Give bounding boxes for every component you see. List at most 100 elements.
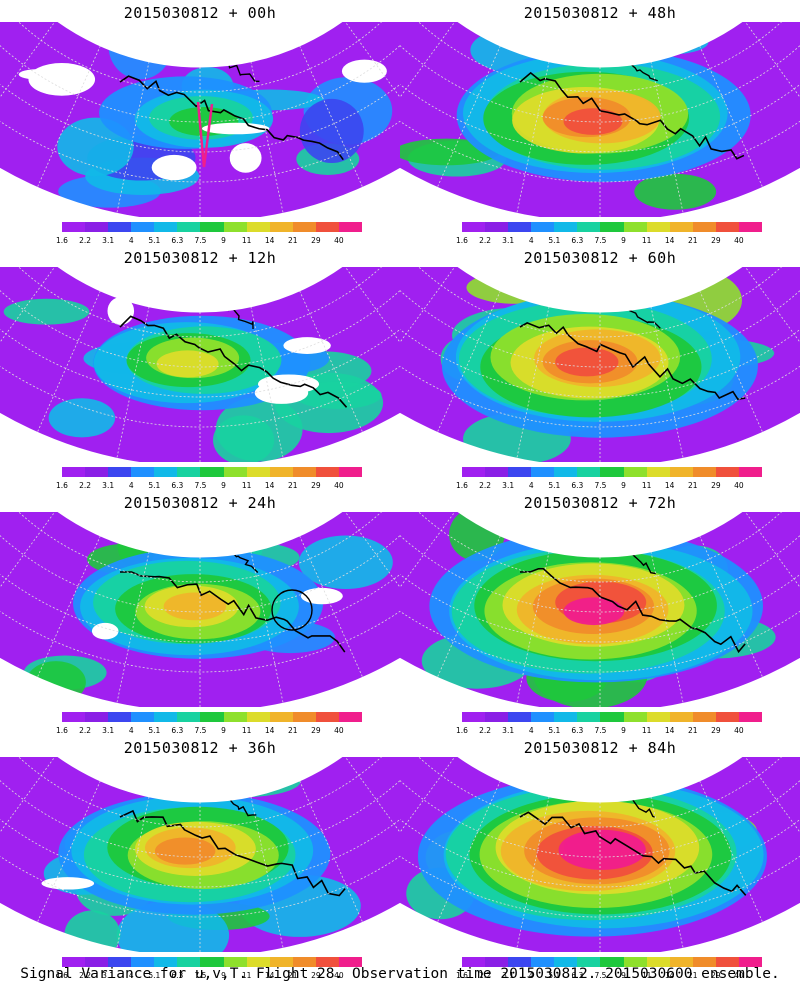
- colorbar-swatch: [223, 467, 247, 477]
- longitude-line: [0, 757, 57, 881]
- colorbar-swatch: [669, 712, 693, 722]
- colorbar-swatch: [531, 222, 555, 232]
- colorbar-label: 40: [734, 481, 744, 490]
- colorbar-swatch: [485, 712, 509, 722]
- colorbar-swatch: [85, 957, 109, 967]
- colorbar-swatch: [315, 712, 339, 722]
- colorbar-label: 1.6: [56, 726, 68, 735]
- low-signal-region: [341, 59, 387, 83]
- variance-core: [163, 592, 227, 621]
- forecast-panel: 2015030812 + 60h 1.6 2.2 3.1 4 5.1 6.3 7.5 9 11 14…: [400, 245, 800, 490]
- colorbar-label: 14: [664, 236, 675, 245]
- coastline: [119, 571, 346, 653]
- colorbar-swatch: [62, 712, 86, 722]
- longitude-line: [400, 512, 457, 636]
- colorbar-swatch: [623, 712, 647, 722]
- colorbar-label: 2.2: [479, 481, 492, 490]
- colorbar-swatch: [177, 957, 201, 967]
- variance-blob: [293, 381, 382, 409]
- longitude-line: [250, 796, 284, 949]
- colorbar-labels: 1.6 2.2 3.1 4 5.1 6.3 7.5 9 11 14 21 29 40: [456, 481, 762, 491]
- variance-blob: [48, 398, 116, 438]
- colorbar-swatch: [85, 712, 109, 722]
- colorbar-label: 6.3: [171, 971, 184, 980]
- colorbar-swatch: [462, 957, 486, 967]
- colorbar-label: 21: [287, 481, 298, 490]
- colorbar-label: 1.6: [456, 481, 468, 490]
- colorbar: [62, 467, 363, 477]
- colorbar-swatch: [223, 712, 247, 722]
- colorbar-label: 3.1: [102, 726, 115, 735]
- colorbar-labels: 1.6 2.2 3.1 4 5.1 6.3 7.5 9 11 14 21 29 40: [456, 971, 762, 981]
- colorbar-swatch: [462, 712, 486, 722]
- colorbar-swatch: [292, 222, 316, 232]
- longitude-line: [36, 780, 101, 923]
- colorbar-swatch: [692, 957, 716, 967]
- colorbar-label: 2.2: [79, 481, 92, 490]
- latitude-line: [400, 307, 800, 428]
- colorbar-label: 40: [334, 236, 344, 245]
- colorbar-swatch: [131, 712, 155, 722]
- variance-blob: [627, 29, 709, 55]
- low-signal-region: [91, 622, 119, 640]
- colorbar-label: 3.1: [102, 236, 115, 245]
- latitude-line: [0, 512, 400, 613]
- colorbar-swatch: [669, 957, 693, 967]
- colorbar-swatch: [531, 712, 555, 722]
- colorbar-swatch: [692, 467, 716, 477]
- longitude-line: [116, 61, 150, 214]
- variance-map: [400, 267, 800, 462]
- colorbar-swatch: [715, 467, 739, 477]
- colorbar-swatch: [738, 712, 763, 722]
- colorbar-label: 7.5: [594, 236, 607, 245]
- colorbar-label: 7.5: [194, 236, 207, 245]
- colorbar-label: 9: [221, 481, 226, 490]
- longitude-line: [0, 22, 57, 146]
- map-field: [0, 512, 400, 707]
- colorbar-swatch: [108, 712, 132, 722]
- colorbar-label: 14: [664, 481, 675, 490]
- longitude-line: [343, 22, 400, 146]
- colorbar-label: 40: [734, 726, 744, 735]
- coastline: [519, 811, 747, 896]
- colorbar-swatch: [154, 222, 178, 232]
- latitude-line: [0, 512, 400, 583]
- low-signal-region: [201, 122, 270, 135]
- low-signal-region: [229, 143, 262, 173]
- colorbar-label: 1.6: [456, 726, 468, 735]
- colorbar-label: 11: [241, 971, 252, 980]
- colorbar-label: 21: [687, 236, 698, 245]
- colorbar-swatch: [669, 467, 693, 477]
- low-signal-region: [300, 587, 343, 605]
- colorbar-label: 21: [687, 726, 698, 735]
- panel-title: 2015030812 + 48h: [523, 4, 677, 22]
- variance-core: [154, 837, 216, 865]
- forecast-panel: 2015030812 + 84h 1.6 2.2 3.1 4 5.1 6.3 7.5 9 11 14…: [400, 735, 800, 980]
- variance-core: [563, 597, 625, 626]
- colorbar-labels: 1.6 2.2 3.1 4 5.1 6.3 7.5 9 11 14 21 29 40: [56, 726, 362, 736]
- variance-blob: [634, 173, 717, 210]
- longitude-line: [0, 512, 57, 636]
- colorbar-label: 11: [641, 236, 652, 245]
- colorbar-swatch: [200, 712, 224, 722]
- colorbar-label: 3.1: [502, 726, 515, 735]
- colorbar-swatch: [108, 222, 132, 232]
- colorbar-label: 6.3: [571, 726, 584, 735]
- map-field: [0, 267, 400, 462]
- colorbar-label: 21: [287, 726, 298, 735]
- colorbar-label: 6.3: [571, 971, 584, 980]
- colorbar-swatch: [462, 467, 486, 477]
- colorbar-label: 5.1: [148, 481, 161, 490]
- colorbar-label: 4: [528, 481, 534, 490]
- colorbar-label: 1.6: [456, 236, 468, 245]
- longitude-line: [743, 512, 800, 636]
- longitude-line: [516, 796, 550, 949]
- colorbar-label: 9: [621, 971, 626, 980]
- colorbar-swatch: [131, 467, 155, 477]
- colorbar-label: 2.2: [79, 971, 92, 980]
- map-field: [0, 22, 400, 217]
- colorbar-label: 6.3: [171, 481, 184, 490]
- colorbar-label: 29: [711, 236, 721, 245]
- colorbar-label: 7.5: [194, 726, 207, 735]
- variance-map: [400, 22, 800, 217]
